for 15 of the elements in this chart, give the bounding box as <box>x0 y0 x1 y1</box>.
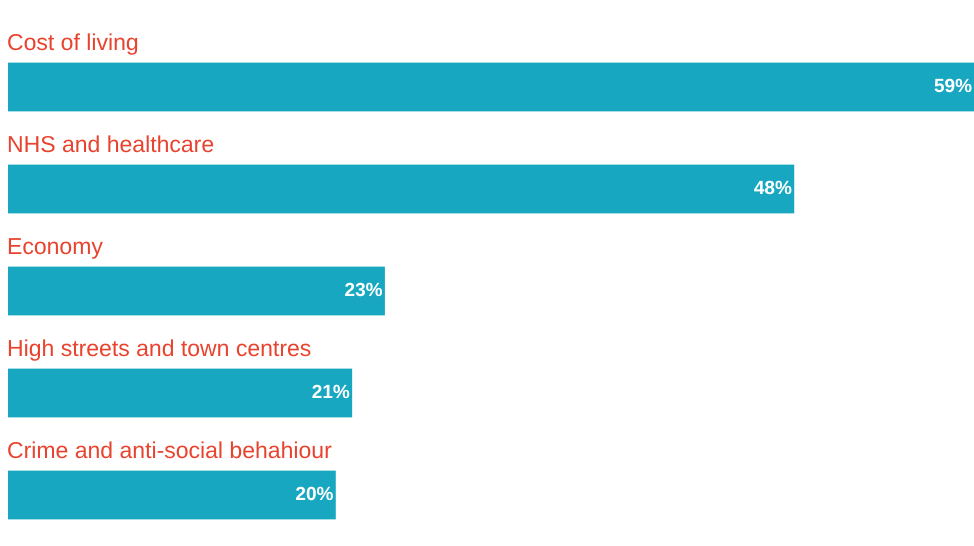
data-label: 21% <box>312 382 350 404</box>
bar <box>8 164 794 214</box>
y-tick-label: High streets and town centres <box>7 334 312 361</box>
y-tick-label: Economy <box>7 232 104 259</box>
y-tick-label: Crime and anti-social behahiour <box>7 436 332 463</box>
bar <box>8 368 352 418</box>
y-tick-label: Cost of living <box>7 28 139 55</box>
y-tick-label: NHS and healthcare <box>7 130 214 157</box>
bar <box>8 62 974 112</box>
data-label: 23% <box>344 280 383 302</box>
data-label: 20% <box>295 484 334 506</box>
bar <box>8 470 336 520</box>
bar <box>8 266 385 316</box>
data-label: 48% <box>754 178 792 200</box>
data-label: 59% <box>934 76 972 98</box>
